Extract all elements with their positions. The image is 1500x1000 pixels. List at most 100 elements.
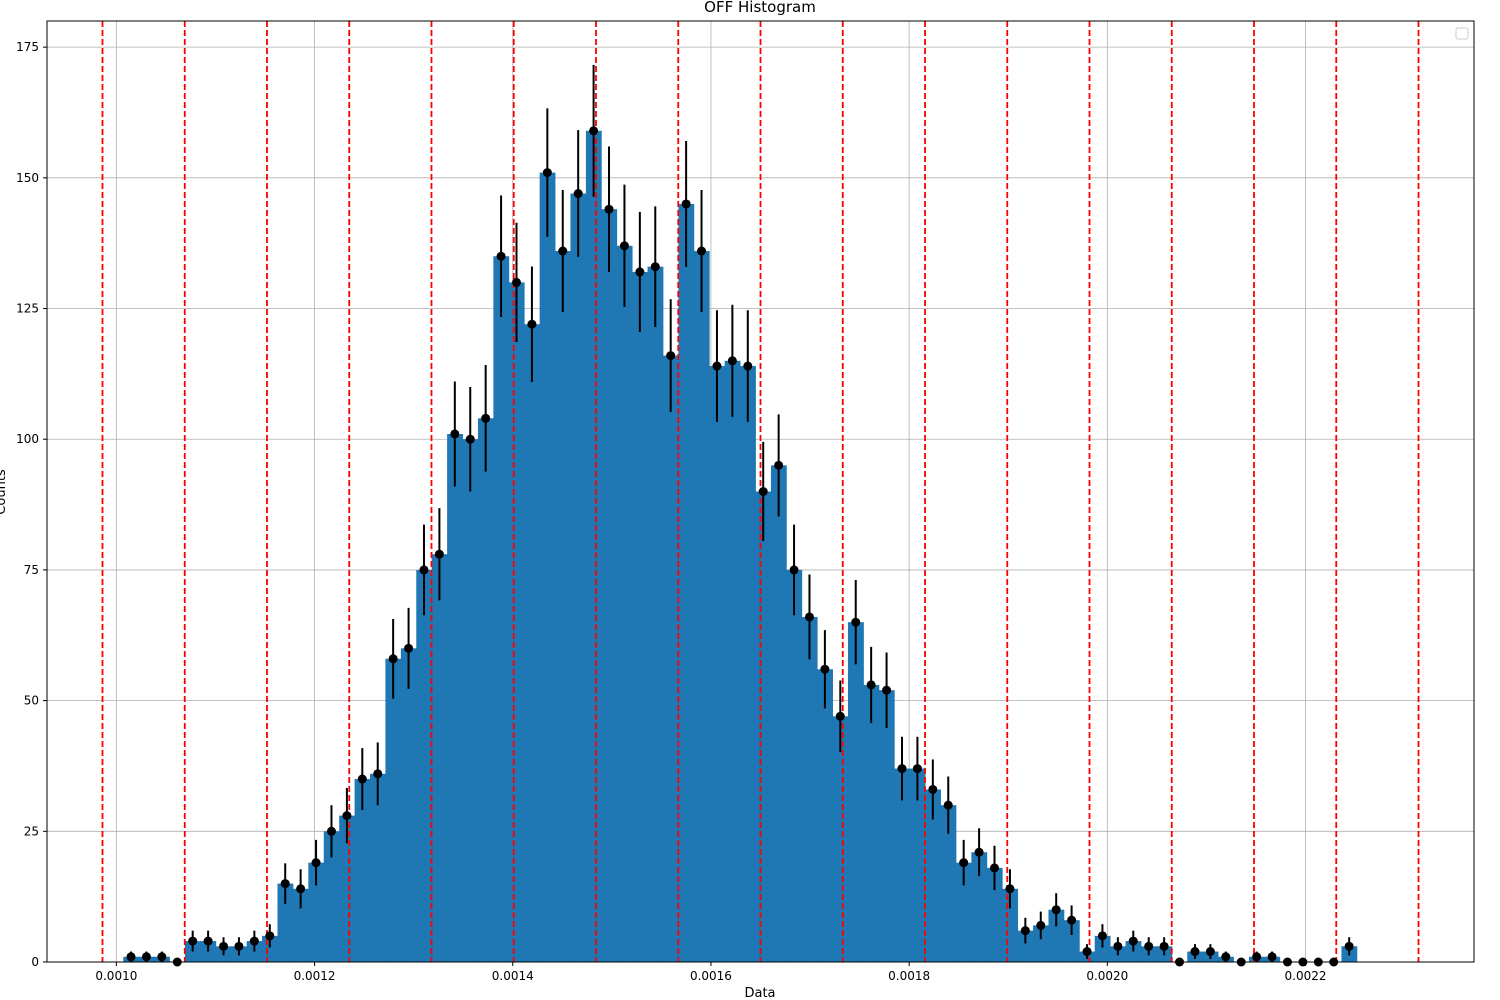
histogram-bar [601, 209, 618, 962]
data-point [527, 319, 537, 329]
y-axis-ticks: 0 25 50 75 100 125 150 175 [16, 40, 47, 969]
histogram-bar [678, 203, 695, 962]
data-point [126, 952, 136, 962]
histogram-bar [832, 716, 849, 962]
data-point [1128, 936, 1138, 946]
x-tick-label: 0.0016 [690, 969, 732, 983]
data-point [188, 936, 198, 946]
histogram-bar [817, 669, 834, 962]
data-point [650, 262, 660, 272]
histogram-bar [508, 282, 525, 962]
histogram-bar [539, 172, 556, 962]
y-tick-label: 150 [16, 171, 39, 185]
x-tick-label: 0.0014 [492, 969, 534, 983]
data-point [404, 643, 414, 653]
histogram-bar [709, 366, 726, 962]
histogram-bar [863, 684, 880, 962]
data-point [296, 884, 306, 894]
y-tick-label: 125 [16, 302, 39, 316]
data-point [912, 764, 922, 774]
data-point [789, 565, 799, 575]
data-point [866, 680, 876, 690]
data-point [897, 764, 907, 774]
histogram-bar [323, 831, 340, 962]
x-axis-ticks: 0.0010 0.0012 0.0014 0.0016 0.0018 0.0020 0.00… [95, 962, 1327, 983]
y-tick-label: 0 [31, 955, 39, 969]
histogram-bar [1002, 888, 1019, 962]
histogram-bar [385, 658, 402, 962]
data-point [1113, 941, 1123, 951]
data-point [681, 199, 691, 209]
data-point [882, 685, 892, 695]
histogram-bar [925, 789, 941, 962]
data-point [619, 241, 629, 251]
histogram-bar [755, 491, 772, 962]
histogram-bar [740, 366, 756, 962]
x-tick-label: 0.0020 [1086, 969, 1128, 983]
data-point [203, 936, 213, 946]
y-tick-label: 25 [24, 824, 39, 838]
histogram-bar [493, 256, 510, 962]
data-point [758, 487, 768, 496]
histogram-bar [894, 768, 911, 962]
data-point [835, 711, 845, 721]
data-point [558, 246, 568, 256]
data-point [326, 826, 336, 836]
data-point [481, 413, 491, 423]
histogram-bar [848, 622, 864, 962]
data-point [1067, 915, 1077, 925]
histogram-bar [616, 245, 633, 963]
data-point [804, 612, 814, 622]
x-tick-label: 0.0018 [888, 969, 930, 983]
data-point [157, 952, 167, 962]
histogram-bar [570, 193, 587, 962]
data-point [1205, 947, 1215, 957]
data-point [573, 189, 583, 199]
data-point [496, 251, 506, 261]
y-tick-label: 75 [24, 563, 39, 577]
histogram-bar [339, 815, 355, 962]
data-point [589, 126, 599, 136]
data-point [959, 858, 969, 868]
data-point [943, 800, 953, 810]
histogram-bar [986, 867, 1003, 962]
y-axis-label: Counts [0, 469, 9, 515]
data-point [1097, 931, 1107, 941]
histogram-bar [786, 569, 803, 962]
histogram-bar [770, 465, 787, 962]
histogram-bar [1094, 935, 1111, 962]
data-point [666, 351, 676, 361]
histogram-bar [693, 251, 710, 962]
histogram-bar [1063, 920, 1080, 962]
data-point [1051, 905, 1061, 915]
x-tick-label: 0.0010 [95, 969, 137, 983]
data-point [542, 168, 552, 178]
data-point [1344, 941, 1354, 951]
data-point [342, 811, 352, 821]
histogram-bar [662, 355, 679, 963]
data-point [1159, 941, 1169, 951]
histogram-bar [647, 266, 664, 962]
data-point [774, 460, 784, 470]
data-point [1036, 920, 1046, 930]
data-point [512, 277, 522, 287]
histogram-bar [262, 935, 278, 962]
data-point [743, 361, 753, 371]
histogram-bar [1017, 930, 1034, 962]
histogram-bar [555, 251, 571, 962]
data-point [1144, 941, 1154, 951]
data-point [928, 784, 938, 794]
data-point [990, 863, 1000, 873]
histogram-bar [524, 324, 541, 962]
data-point [388, 654, 398, 664]
plot-frame [46, 20, 1475, 963]
data-point [357, 774, 367, 784]
data-point [1020, 926, 1030, 936]
data-point [311, 858, 321, 868]
histogram-bar [940, 805, 957, 962]
histogram-bar [724, 360, 741, 962]
data-point [373, 769, 383, 779]
data-point [1190, 947, 1200, 957]
data-point [249, 936, 259, 946]
histogram-bar [462, 439, 479, 962]
